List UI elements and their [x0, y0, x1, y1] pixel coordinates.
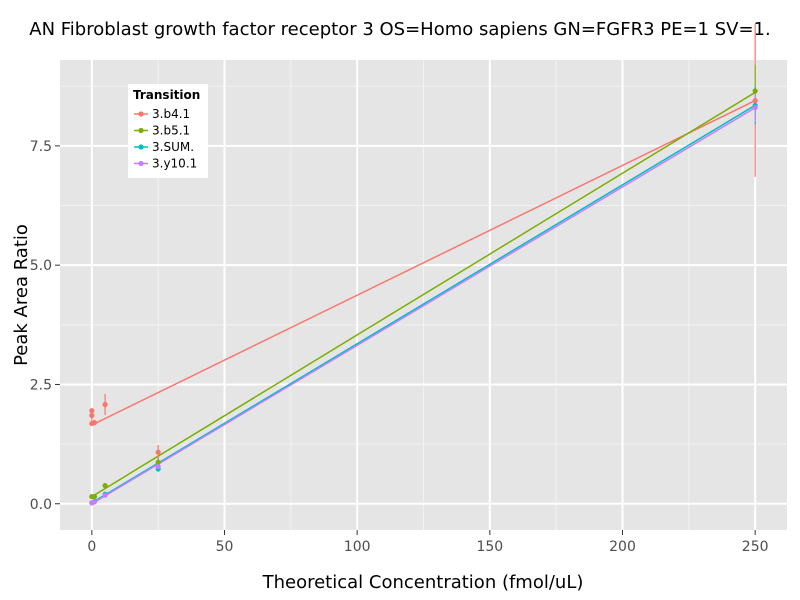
fit-line: [91, 99, 756, 426]
fit-line: [91, 104, 756, 504]
x-tick-label: 50: [216, 539, 234, 555]
data-point: [102, 483, 108, 489]
fit-line: [91, 91, 756, 498]
fit-lines: [91, 91, 756, 505]
data-point: [102, 492, 108, 498]
legend-label: 3.b5.1: [152, 124, 190, 138]
legend-label: 3.SUM.: [152, 140, 194, 154]
legend-items: 3.b4.1 3.b5.1 3.SUM. 3.y10.1: [134, 107, 197, 171]
data-point: [91, 420, 98, 426]
y-tick-label: 5.0: [30, 258, 52, 274]
legend: Transition 3.b4.1 3.b5.1 3.SUM. 3.y10.1: [128, 84, 208, 178]
y-axis-title: Peak Area Ratio: [11, 224, 32, 366]
x-tick-label: 150: [476, 539, 503, 555]
legend-label: 3.y10.1: [152, 157, 197, 171]
data-point: [102, 401, 108, 408]
data-point: [752, 97, 758, 104]
data-point: [155, 459, 161, 465]
x-axis-title: Theoretical Concentration (fmol/uL): [262, 572, 584, 593]
legend-key-point: [138, 127, 144, 134]
data-points: [89, 88, 758, 506]
data-point: [752, 105, 758, 111]
legend-key-point: [138, 160, 144, 167]
legend-key-point: [138, 144, 144, 150]
y-axis: 0.0 2.5 5.0 7.5: [30, 139, 60, 513]
fit-line: [91, 107, 756, 505]
x-axis: 0 50 100 150 200 250: [87, 530, 769, 555]
data-point: [89, 408, 95, 414]
x-tick-label: 0: [87, 539, 96, 555]
data-point: [91, 499, 98, 505]
x-tick-label: 250: [742, 539, 769, 555]
data-point: [155, 449, 161, 455]
data-point: [752, 88, 758, 94]
y-tick-label: 7.5: [30, 139, 52, 155]
x-tick-label: 200: [609, 539, 636, 555]
y-tick-label: 2.5: [30, 377, 52, 393]
legend-label: 3.b4.1: [152, 107, 190, 121]
chart-title: AN Fibroblast growth factor receptor 3 O…: [29, 19, 770, 40]
y-tick-label: 0.0: [30, 497, 52, 513]
data-point: [155, 463, 161, 470]
legend-title: Transition: [133, 88, 200, 102]
data-point: [89, 412, 95, 419]
x-tick-label: 100: [344, 539, 371, 555]
data-point: [91, 493, 98, 500]
legend-key-point: [138, 111, 144, 117]
